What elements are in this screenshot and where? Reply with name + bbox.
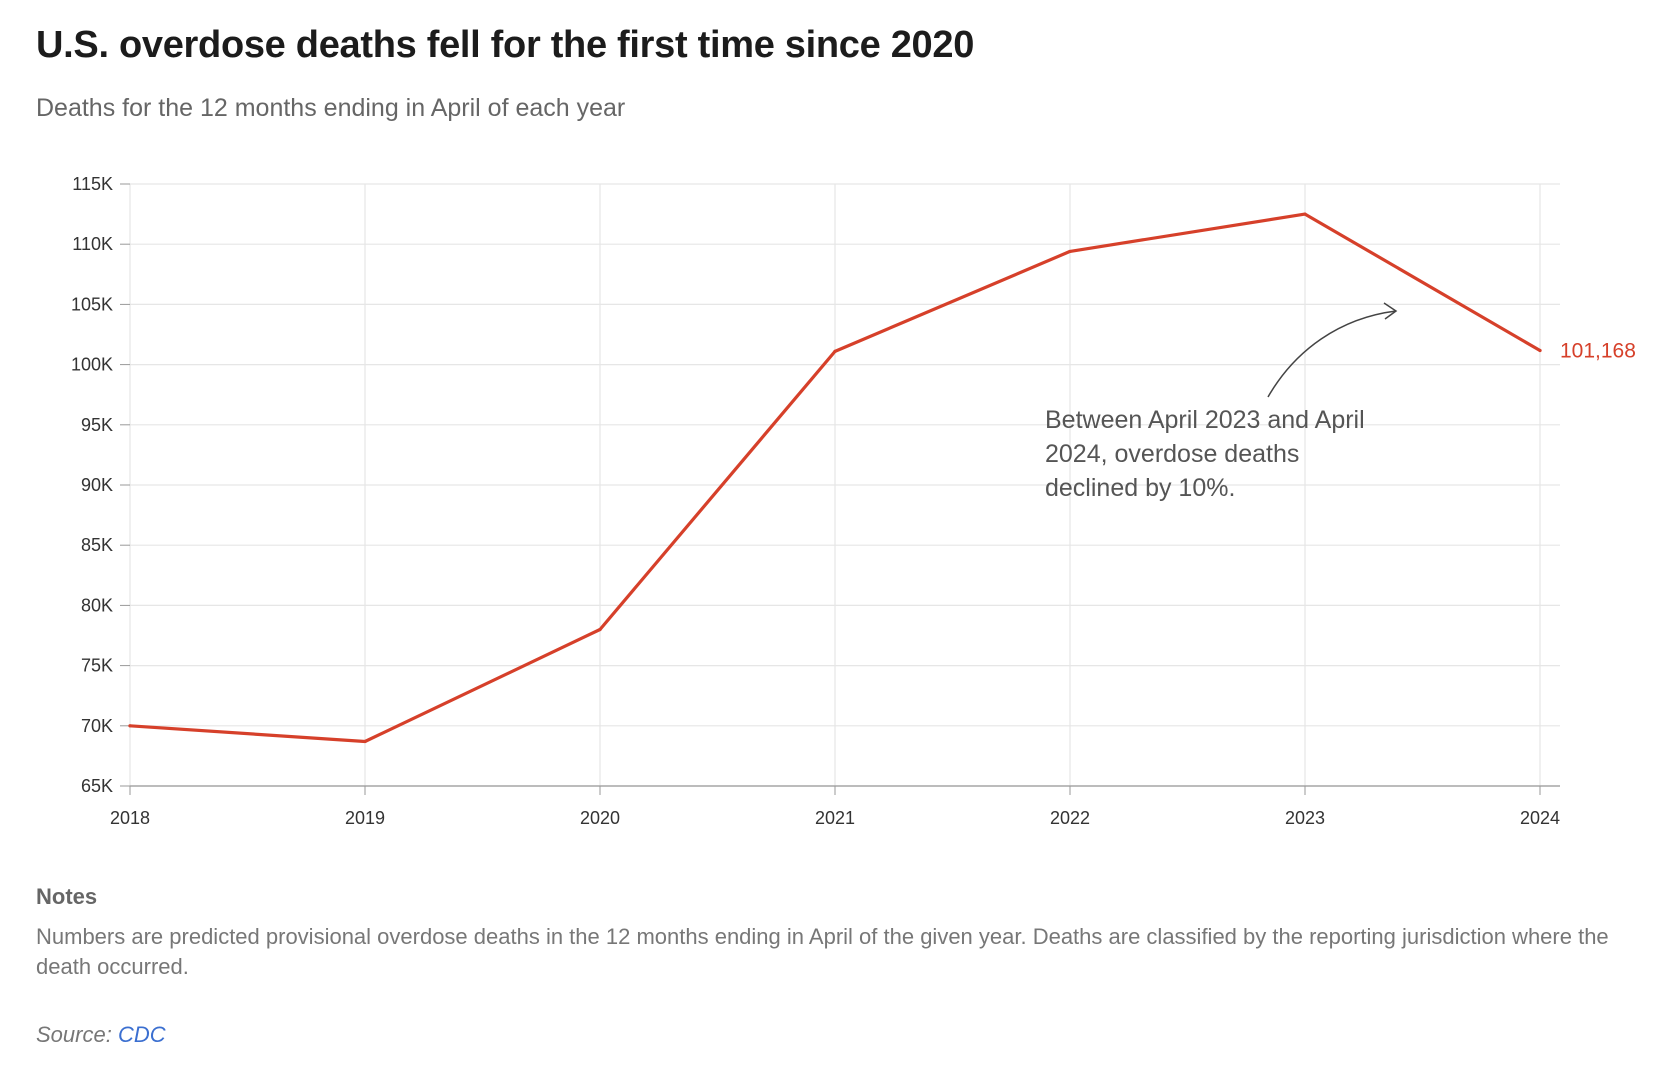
data-point (1538, 348, 1542, 353)
end-value-label: 101,168 (1560, 340, 1636, 363)
annotation-line: Between April 2023 and April (1045, 406, 1365, 434)
y-tick-label: 100K (71, 355, 113, 375)
x-tick-label: 2020 (580, 808, 620, 828)
y-tick-label: 115K (72, 174, 113, 194)
y-tick-label: 75K (81, 656, 113, 676)
source-line: Source: CDC (36, 1022, 166, 1048)
y-tick-label: 70K (81, 716, 113, 736)
annotation-text: Between April 2023 and April 2024, overd… (1045, 406, 1372, 502)
x-tick-label: 2018 (110, 808, 150, 828)
y-tick-label: 65K (81, 776, 113, 796)
y-tick-label: 95K (81, 415, 113, 435)
source-link[interactable]: CDC (117, 1022, 166, 1047)
notes-heading: Notes (36, 884, 98, 909)
y-tick-label: 80K (81, 595, 113, 615)
data-point (363, 739, 367, 744)
x-tick-label: 2021 (815, 808, 855, 828)
y-tick-label: 105K (71, 294, 113, 314)
line-chart: 65K 70K 75K 80K 85K 90K 95K 100K 105K 110K 115K 20… (71, 174, 1636, 828)
source-label: Source: (36, 1022, 118, 1047)
x-tick-label: 2024 (1520, 808, 1560, 828)
data-point (833, 349, 837, 353)
chart-title: U.S. overdose deaths fell for the first … (36, 24, 975, 66)
annotation-line: declined by 10%. (1045, 474, 1235, 502)
y-tick-label: 85K (81, 535, 113, 555)
data-point (1303, 212, 1307, 216)
x-tick-label: 2023 (1285, 808, 1325, 828)
x-tick-label: 2022 (1050, 808, 1090, 828)
notes-text: Numbers are predicted provisional overdo… (36, 924, 1609, 979)
data-point (598, 627, 602, 632)
annotation-arrowhead (1383, 302, 1398, 320)
data-point (1068, 249, 1072, 254)
chart-subtitle: Deaths for the 12 months ending in April… (36, 94, 626, 122)
data-point (128, 724, 132, 728)
y-tick-label: 110K (72, 234, 113, 254)
annotation-line: 2024, overdose deaths (1045, 440, 1299, 468)
annotation-arrow (1267, 310, 1397, 398)
x-tick-label: 2019 (345, 808, 385, 828)
y-tick-label: 90K (81, 475, 113, 495)
